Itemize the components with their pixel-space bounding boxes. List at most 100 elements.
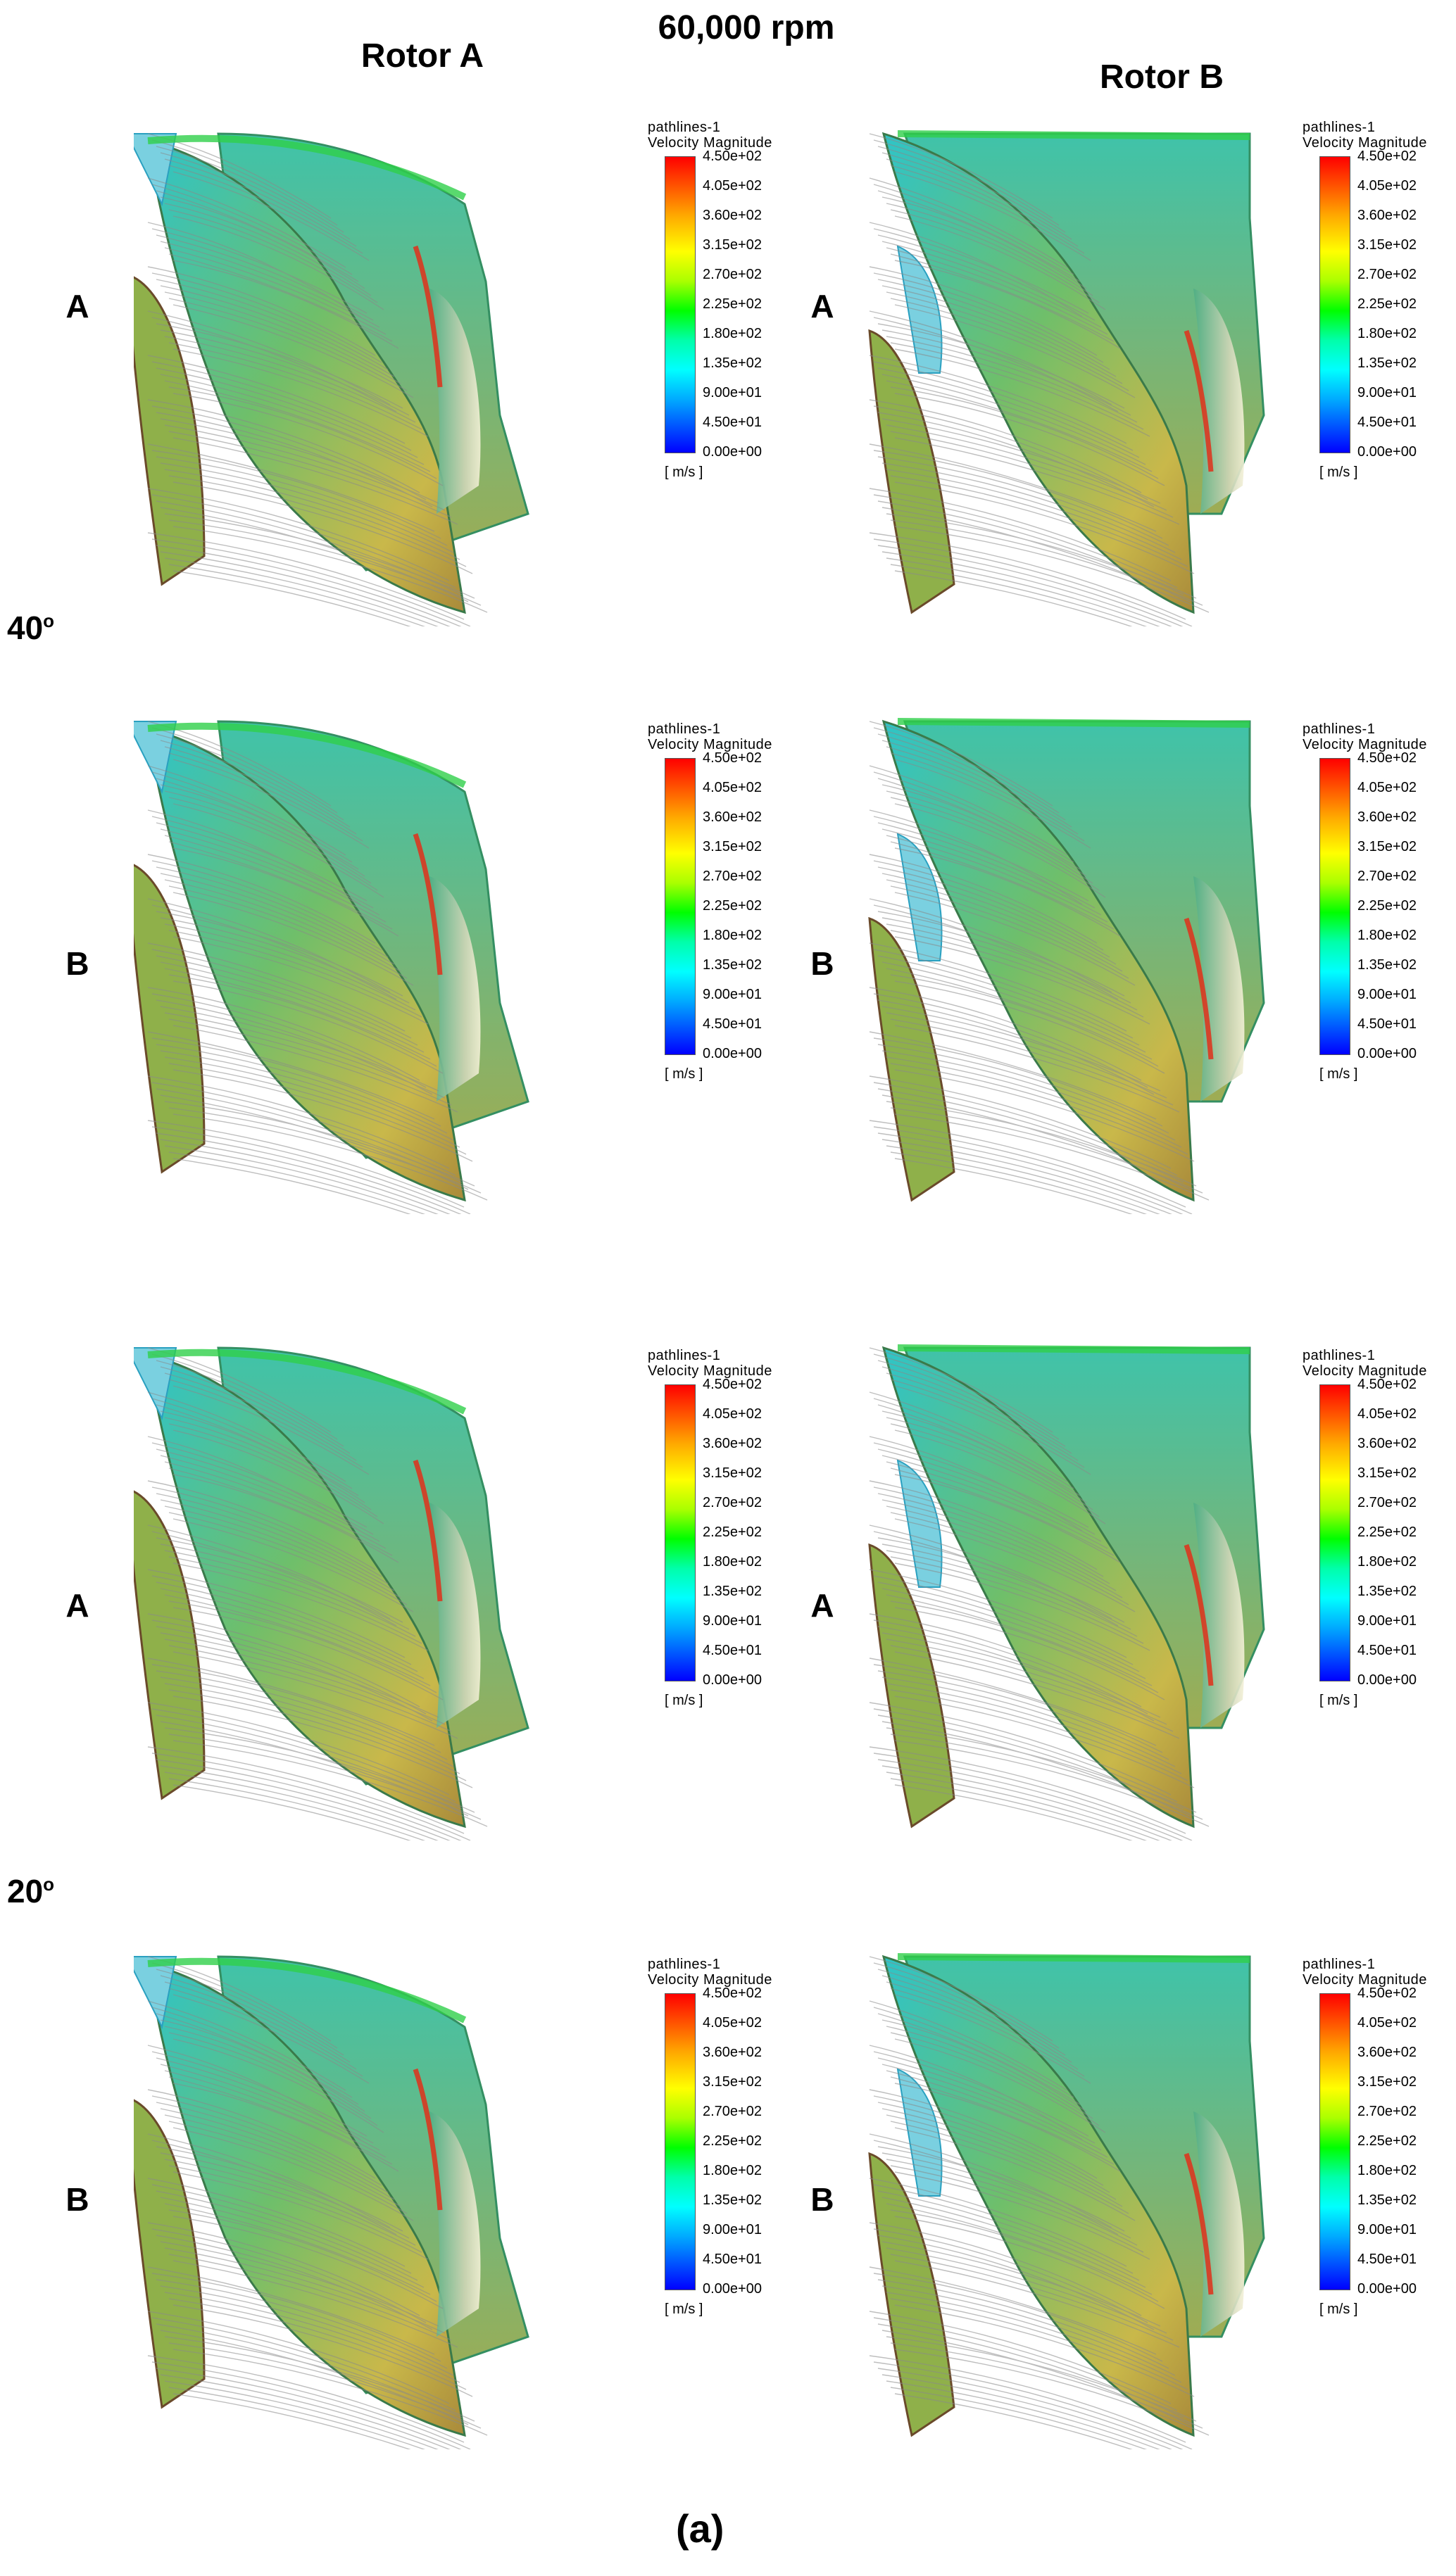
legend-tick-label: 4.50e+01 [703, 415, 762, 430]
legend-unit: [ m/s ] [1319, 2302, 1358, 2317]
legend-tick-label: 3.15e+02 [1357, 2074, 1417, 2090]
legend-unit: [ m/s ] [1319, 1693, 1358, 1708]
legend-tick-label: 2.25e+02 [703, 898, 762, 914]
blade-pathlines [868, 1344, 1265, 1841]
legend-tick-label: 1.80e+02 [1357, 928, 1417, 943]
legend-tick-label: 4.05e+02 [1357, 178, 1417, 194]
blade-pathlines [868, 1953, 1265, 2449]
legend-tick-label: 1.80e+02 [703, 2163, 762, 2178]
legend-tick-label: 1.80e+02 [703, 1554, 762, 1570]
legend-tick-label: 0.00e+00 [1357, 444, 1417, 460]
legend-unit: [ m/s ] [665, 1693, 703, 1708]
legend-colorbar [1319, 758, 1350, 1055]
legend-tick-label: 1.80e+02 [1357, 2163, 1417, 2178]
legend-tick-label: 0.00e+00 [703, 1046, 762, 1061]
blade-pathlines [134, 720, 529, 1214]
legend-unit: [ m/s ] [665, 1066, 703, 1082]
legend-tick-label: 1.80e+02 [703, 326, 762, 341]
legend-tick-label: 2.70e+02 [703, 1495, 762, 1510]
legend-tick-label: 3.60e+02 [703, 809, 762, 825]
legend-tick-label: 0.00e+00 [703, 1672, 762, 1688]
legend-tick-label: 4.50e+02 [1357, 1985, 1417, 2001]
legend-tick-label: 3.60e+02 [1357, 208, 1417, 223]
legend-tick-label: 3.15e+02 [703, 839, 762, 854]
legend-unit: [ m/s ] [1319, 465, 1358, 480]
legend-title: pathlines-1 [1303, 120, 1376, 135]
legend-subtitle: Velocity Magnitude [648, 1972, 772, 1988]
legend-tick-label: 3.15e+02 [703, 237, 762, 253]
legend-tick-label: 2.25e+02 [1357, 296, 1417, 312]
legend-colorbar [1319, 1384, 1350, 1681]
row-label-right-3: A [810, 1587, 834, 1624]
legend-tick-label: 4.50e+01 [1357, 1643, 1417, 1658]
legend-tick-label: 2.25e+02 [703, 2133, 762, 2149]
legend-tick-label: 4.50e+02 [1357, 750, 1417, 766]
legend-tick-label: 4.05e+02 [703, 2015, 762, 2031]
legend-title: pathlines-1 [648, 1957, 721, 1972]
legend-tick-label: 4.05e+02 [703, 1406, 762, 1422]
legend-tick-label: 2.70e+02 [1357, 1495, 1417, 1510]
legend-tick-label: 9.00e+01 [703, 2222, 762, 2237]
blade-pathlines [134, 1346, 529, 1841]
row-label-left-1: A [65, 288, 89, 324]
legend-tick-label: 4.50e+01 [1357, 2252, 1417, 2267]
legend-tick-label: 4.50e+02 [703, 750, 762, 766]
legend-tick-label: 3.15e+02 [1357, 237, 1417, 253]
legend-tick-label: 9.00e+01 [1357, 2222, 1417, 2237]
blade-pathlines [134, 1955, 529, 2449]
legend-subtitle: Velocity Magnitude [648, 737, 772, 752]
legend-tick-label: 1.35e+02 [703, 957, 762, 973]
legend-colorbar [665, 1384, 696, 1681]
legend-tick-label: 2.70e+02 [1357, 267, 1417, 282]
legend-tick-label: 2.25e+02 [1357, 1524, 1417, 1540]
column-header-rotor-b: Rotor B [1100, 58, 1224, 96]
legend-tick-label: 1.35e+02 [1357, 1584, 1417, 1599]
legend-tick-label: 3.15e+02 [703, 2074, 762, 2090]
legend-tick-label: 4.50e+02 [703, 149, 762, 164]
legend-tick-label: 3.60e+02 [1357, 2045, 1417, 2060]
legend-tick-label: 1.35e+02 [1357, 2192, 1417, 2208]
legend-tick-label: 1.80e+02 [1357, 326, 1417, 341]
legend-tick-label: 2.25e+02 [1357, 2133, 1417, 2149]
legend-tick-label: 4.50e+02 [1357, 1377, 1417, 1392]
legend-tick-label: 2.70e+02 [703, 869, 762, 884]
legend-unit: [ m/s ] [665, 2302, 703, 2317]
legend-tick-label: 1.35e+02 [703, 2192, 762, 2208]
legend-unit: [ m/s ] [1319, 1066, 1358, 1082]
legend-tick-label: 4.50e+01 [703, 1016, 762, 1032]
legend-colorbar [1319, 156, 1350, 453]
legend-tick-label: 3.60e+02 [1357, 809, 1417, 825]
legend-tick-label: 0.00e+00 [1357, 1046, 1417, 1061]
angle-label-40: 40o [7, 610, 55, 646]
legend-title: pathlines-1 [648, 721, 721, 737]
legend-subtitle: Velocity Magnitude [648, 1363, 772, 1379]
legend-tick-label: 4.50e+01 [703, 1643, 762, 1658]
legend-tick-label: 1.80e+02 [703, 928, 762, 943]
legend-tick-label: 2.70e+02 [703, 267, 762, 282]
legend-tick-label: 1.80e+02 [1357, 1554, 1417, 1570]
legend-tick-label: 1.35e+02 [703, 355, 762, 371]
legend-title: pathlines-1 [648, 1348, 721, 1363]
legend-tick-label: 9.00e+01 [1357, 1613, 1417, 1629]
legend-tick-label: 4.05e+02 [1357, 780, 1417, 795]
legend-tick-label: 9.00e+01 [703, 385, 762, 400]
figure-caption: (a) [676, 2506, 724, 2551]
legend-colorbar [665, 1993, 696, 2290]
figure-title: 60,000 rpm [658, 9, 835, 46]
legend-tick-label: 3.60e+02 [703, 1436, 762, 1451]
blade-pathlines [868, 130, 1265, 626]
legend-tick-label: 2.25e+02 [703, 296, 762, 312]
legend-subtitle: Velocity Magnitude [1303, 135, 1427, 151]
row-label-left-3: A [65, 1587, 89, 1624]
legend-subtitle: Velocity Magnitude [648, 135, 772, 151]
legend-tick-label: 3.15e+02 [703, 1465, 762, 1481]
blade-pathlines [868, 718, 1265, 1214]
legend-tick-label: 4.50e+02 [1357, 149, 1417, 164]
legend-title: pathlines-1 [1303, 1348, 1376, 1363]
legend-colorbar [1319, 1993, 1350, 2290]
row-label-left-4: B [65, 2181, 89, 2218]
column-header-rotor-a: Rotor A [360, 37, 484, 75]
legend-tick-label: 3.60e+02 [703, 2045, 762, 2060]
legend-tick-label: 3.60e+02 [1357, 1436, 1417, 1451]
legend-tick-label: 0.00e+00 [1357, 2281, 1417, 2297]
